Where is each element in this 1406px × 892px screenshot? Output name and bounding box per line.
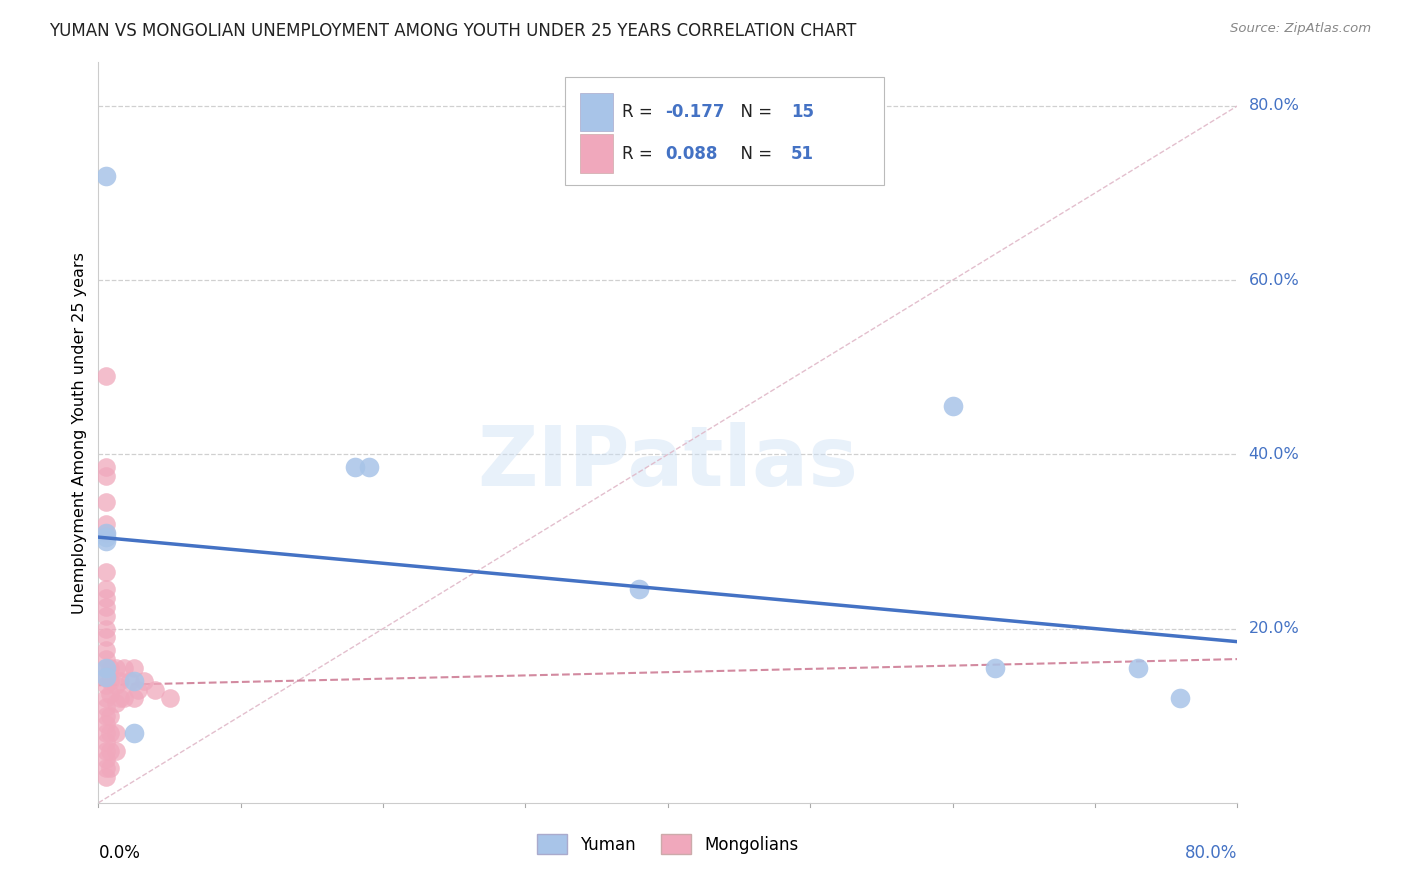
- Text: 80.0%: 80.0%: [1185, 844, 1237, 862]
- Text: N =: N =: [731, 103, 778, 121]
- Point: [94, 517, 117, 532]
- Point: [357, 460, 380, 475]
- Point: [343, 460, 366, 475]
- Legend: Yuman, Mongolians: Yuman, Mongolians: [530, 828, 806, 861]
- Point: [94, 169, 117, 183]
- Text: -0.177: -0.177: [665, 103, 725, 121]
- Point: [94, 661, 117, 675]
- Point: [122, 726, 145, 740]
- Point: [98, 673, 121, 688]
- Text: R =: R =: [623, 103, 658, 121]
- Point: [94, 591, 117, 606]
- Point: [104, 743, 127, 757]
- Point: [112, 661, 135, 675]
- Point: [108, 691, 131, 706]
- Text: N =: N =: [731, 145, 778, 162]
- Text: 80.0%: 80.0%: [1249, 98, 1299, 113]
- Point: [94, 735, 117, 749]
- FancyBboxPatch shape: [581, 135, 613, 173]
- Point: [1170, 691, 1192, 706]
- Point: [628, 582, 651, 597]
- Point: [98, 708, 121, 723]
- Point: [94, 530, 117, 544]
- Point: [127, 682, 149, 697]
- Point: [118, 673, 141, 688]
- Point: [94, 469, 117, 483]
- Point: [94, 495, 117, 509]
- Point: [104, 696, 127, 710]
- Point: [94, 717, 117, 731]
- Point: [942, 400, 965, 414]
- Text: YUMAN VS MONGOLIAN UNEMPLOYMENT AMONG YOUTH UNDER 25 YEARS CORRELATION CHART: YUMAN VS MONGOLIAN UNEMPLOYMENT AMONG YO…: [49, 22, 856, 40]
- Point: [94, 369, 117, 384]
- Point: [98, 661, 121, 675]
- Text: 60.0%: 60.0%: [1249, 273, 1299, 288]
- Point: [94, 726, 117, 740]
- Point: [94, 652, 117, 666]
- Text: R =: R =: [623, 145, 658, 162]
- Point: [1126, 661, 1149, 675]
- Point: [94, 752, 117, 766]
- Point: [94, 622, 117, 636]
- Point: [159, 691, 181, 706]
- Point: [98, 761, 121, 775]
- Point: [94, 700, 117, 714]
- Point: [94, 608, 117, 623]
- Point: [122, 673, 145, 688]
- Point: [122, 691, 145, 706]
- FancyBboxPatch shape: [581, 93, 613, 131]
- Point: [94, 630, 117, 644]
- Point: [98, 687, 121, 701]
- Point: [112, 691, 135, 706]
- Point: [94, 743, 117, 757]
- Text: ZIPatlas: ZIPatlas: [478, 422, 858, 503]
- Point: [94, 661, 117, 675]
- Point: [984, 661, 1007, 675]
- Point: [94, 565, 117, 579]
- Point: [145, 682, 167, 697]
- Point: [94, 669, 117, 683]
- Point: [94, 534, 117, 549]
- Point: [132, 673, 155, 688]
- Point: [94, 582, 117, 597]
- Text: 51: 51: [790, 145, 814, 162]
- Point: [98, 743, 121, 757]
- Text: Source: ZipAtlas.com: Source: ZipAtlas.com: [1230, 22, 1371, 36]
- Y-axis label: Unemployment Among Youth under 25 years: Unemployment Among Youth under 25 years: [72, 252, 87, 614]
- Text: 0.088: 0.088: [665, 145, 718, 162]
- Point: [94, 460, 117, 475]
- FancyBboxPatch shape: [565, 78, 884, 185]
- Point: [94, 525, 117, 540]
- Point: [122, 661, 145, 675]
- Point: [94, 678, 117, 692]
- Text: 15: 15: [790, 103, 814, 121]
- Text: 40.0%: 40.0%: [1249, 447, 1299, 462]
- Text: 0.0%: 0.0%: [98, 844, 141, 862]
- Point: [104, 726, 127, 740]
- Point: [94, 599, 117, 614]
- Text: 20.0%: 20.0%: [1249, 621, 1299, 636]
- Point: [108, 673, 131, 688]
- Point: [98, 726, 121, 740]
- Point: [94, 669, 117, 683]
- Point: [94, 525, 117, 540]
- Point: [94, 761, 117, 775]
- Point: [94, 770, 117, 784]
- Point: [104, 661, 127, 675]
- Point: [104, 678, 127, 692]
- Point: [94, 643, 117, 657]
- Point: [94, 708, 117, 723]
- Point: [94, 691, 117, 706]
